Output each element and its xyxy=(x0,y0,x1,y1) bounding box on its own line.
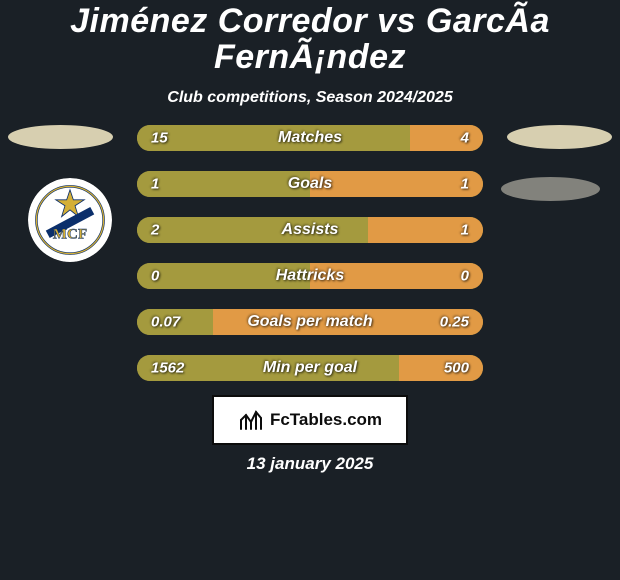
stat-value-right: 500 xyxy=(444,360,469,377)
stat-value-right: 1 xyxy=(461,222,469,239)
club-logo-real-madrid: MCF xyxy=(28,178,112,262)
date-text: 13 january 2025 xyxy=(0,454,620,474)
source-logo-text: FcTables.com xyxy=(270,410,382,430)
content-root: Jiménez Corredor vs GarcÃ­a FernÃ¡ndez C… xyxy=(0,0,620,580)
stat-value-left: 0.07 xyxy=(151,314,180,331)
stat-bar-row: 00Hattricks xyxy=(137,263,483,289)
svg-text:MCF: MCF xyxy=(53,226,87,242)
stat-bars: 154Matches11Goals21Assists00Hattricks0.0… xyxy=(137,125,483,381)
right-club-slot xyxy=(501,177,600,201)
stat-value-right: 0 xyxy=(461,268,469,285)
stat-bar-left-segment xyxy=(137,125,410,151)
stat-value-left: 2 xyxy=(151,222,159,239)
stat-bar-row: 11Goals xyxy=(137,171,483,197)
stat-value-left: 0 xyxy=(151,268,159,285)
comparison-area: MCF 154Matches11Goals21Assists00Hattrick… xyxy=(0,100,620,400)
stat-bar-right-segment xyxy=(410,125,483,151)
stat-bar-left-segment xyxy=(137,217,368,243)
stat-bar-left-segment xyxy=(137,171,310,197)
fctables-logo-icon xyxy=(238,409,264,431)
stat-value-right: 1 xyxy=(461,176,469,193)
stat-bar-row: 154Matches xyxy=(137,125,483,151)
stat-value-left: 15 xyxy=(151,130,168,147)
stat-bar-row: 21Assists xyxy=(137,217,483,243)
stat-bar-row: 0.070.25Goals per match xyxy=(137,309,483,335)
stat-bar-left-segment xyxy=(137,263,310,289)
stat-value-right: 0.25 xyxy=(440,314,469,331)
stat-bar-right-segment xyxy=(310,171,483,197)
stat-bar-right-segment xyxy=(310,263,483,289)
real-madrid-crest-icon: MCF xyxy=(28,178,112,262)
stat-bar-row: 1562500Min per goal xyxy=(137,355,483,381)
page-title: Jiménez Corredor vs GarcÃ­a FernÃ¡ndez xyxy=(0,4,620,75)
left-player-slot xyxy=(8,125,113,149)
stat-value-right: 4 xyxy=(461,130,469,147)
stat-value-left: 1562 xyxy=(151,360,184,377)
right-player-slot xyxy=(507,125,612,149)
source-logo-box: FcTables.com xyxy=(212,395,408,445)
stat-bar-right-segment xyxy=(399,355,483,381)
stat-value-left: 1 xyxy=(151,176,159,193)
